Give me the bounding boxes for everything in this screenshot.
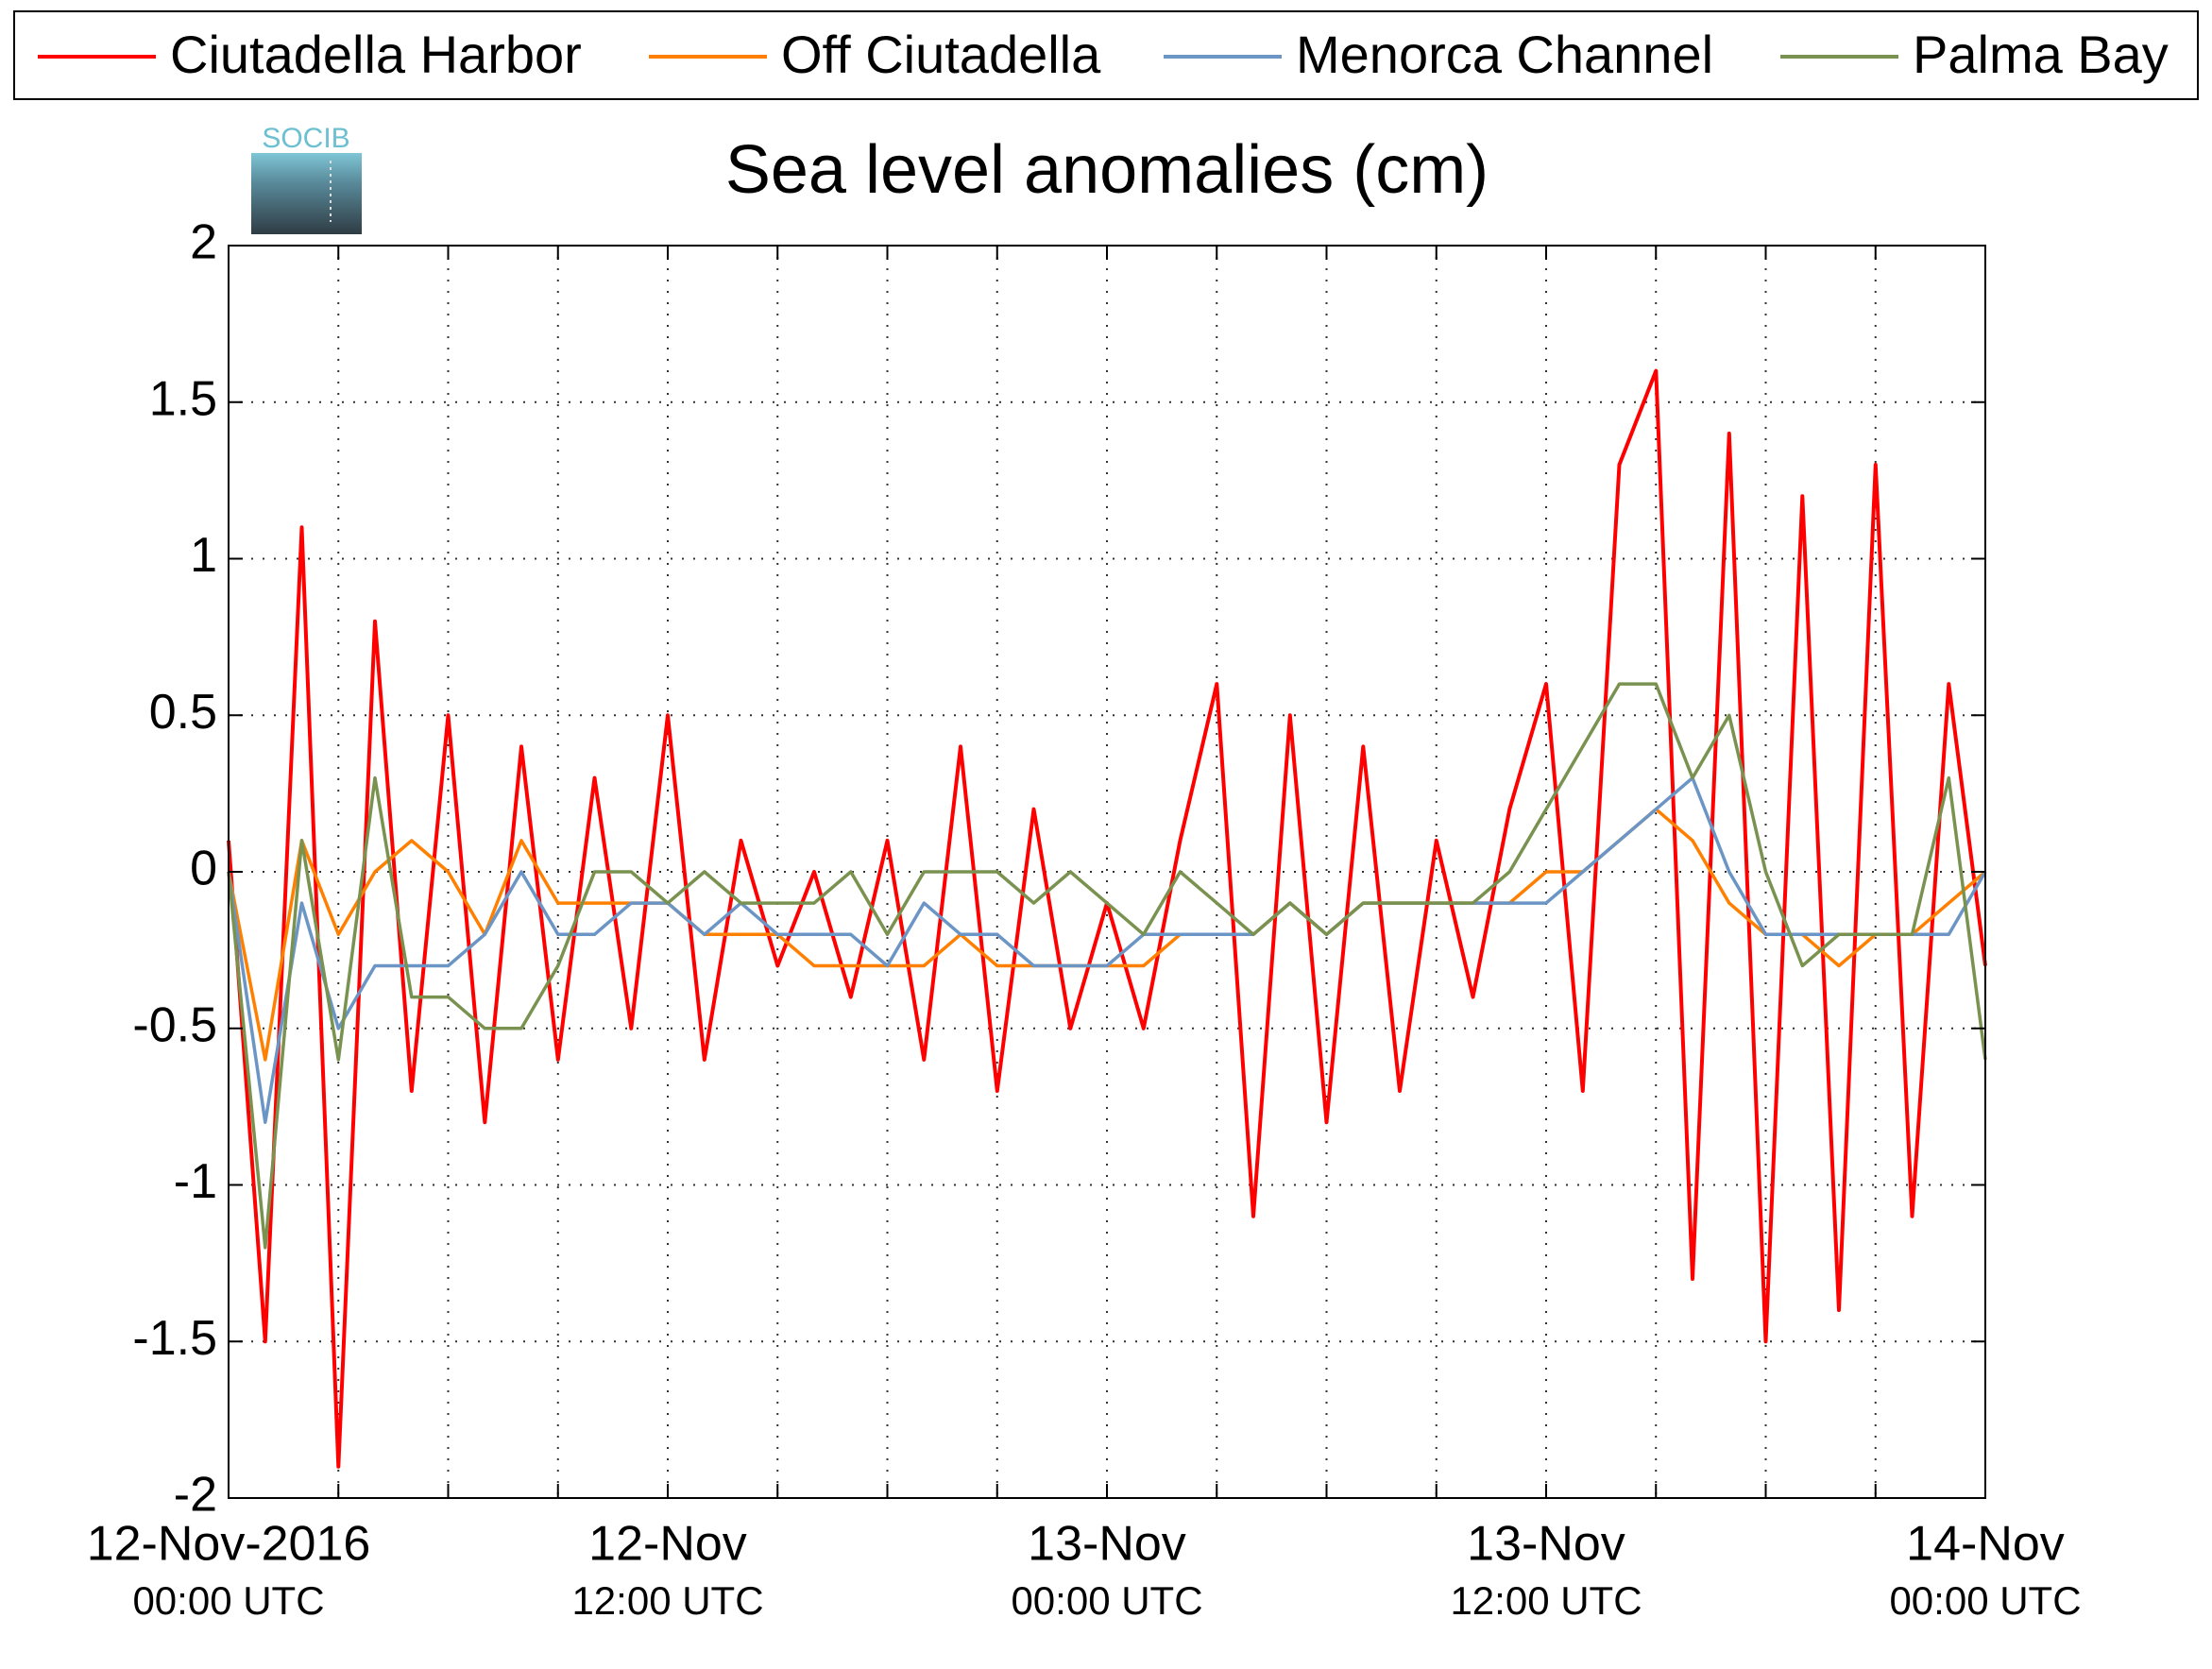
plot-lines: [227, 368, 1987, 1469]
x-tick-label: 13-Nov: [1028, 1517, 1186, 1572]
logo-text: SOCIB: [262, 123, 349, 154]
plot-frame: [228, 245, 1986, 1499]
legend-label: Ciutadella Harbor: [170, 25, 582, 84]
series-line: [227, 682, 1987, 1250]
y-tick-label: 2: [190, 215, 217, 270]
x-tick-label: 14-Nov: [1906, 1517, 2065, 1572]
x-tick-sublabel: 00:00 UTC: [132, 1578, 324, 1623]
y-tick-label: 1.5: [149, 371, 217, 426]
legend-label: Palma Bay: [1913, 25, 2169, 84]
x-tick-sublabel: 00:00 UTC: [1889, 1578, 2081, 1623]
y-tick-label: 0: [190, 842, 217, 896]
legend: Ciutadella Harbor Off Ciutadella Menorca C…: [38, 25, 2169, 84]
y-tick-label: -2: [174, 1468, 217, 1523]
y-tick-label: 1: [190, 528, 217, 583]
x-tick-sublabel: 12:00 UTC: [571, 1578, 763, 1623]
x-tick-label: 12-Nov-2016: [87, 1517, 371, 1572]
logo: [251, 153, 362, 234]
axes: -2 -1.5 -1 -0.5 0 0.5 1 1.5 2 12-Nov-2016 00:00 UT…: [87, 215, 2082, 1623]
x-tick-sublabel: 12:00 UTC: [1450, 1578, 1642, 1623]
y-tick-label: -1.5: [132, 1311, 217, 1366]
legend-label: Off Ciutadella: [781, 25, 1101, 84]
y-tick-label: -0.5: [132, 997, 217, 1052]
chart-title: Sea level anomalies (cm): [725, 132, 1489, 208]
x-tick-sublabel: 00:00 UTC: [1011, 1578, 1202, 1623]
legend-label: Menorca Channel: [1296, 25, 1713, 84]
grid: [228, 245, 1986, 1499]
x-tick-label: 12-Nov: [588, 1517, 747, 1572]
y-tick-label: 0.5: [149, 685, 217, 740]
y-tick-label: -1: [174, 1154, 217, 1209]
x-tick-label: 13-Nov: [1467, 1517, 1625, 1572]
